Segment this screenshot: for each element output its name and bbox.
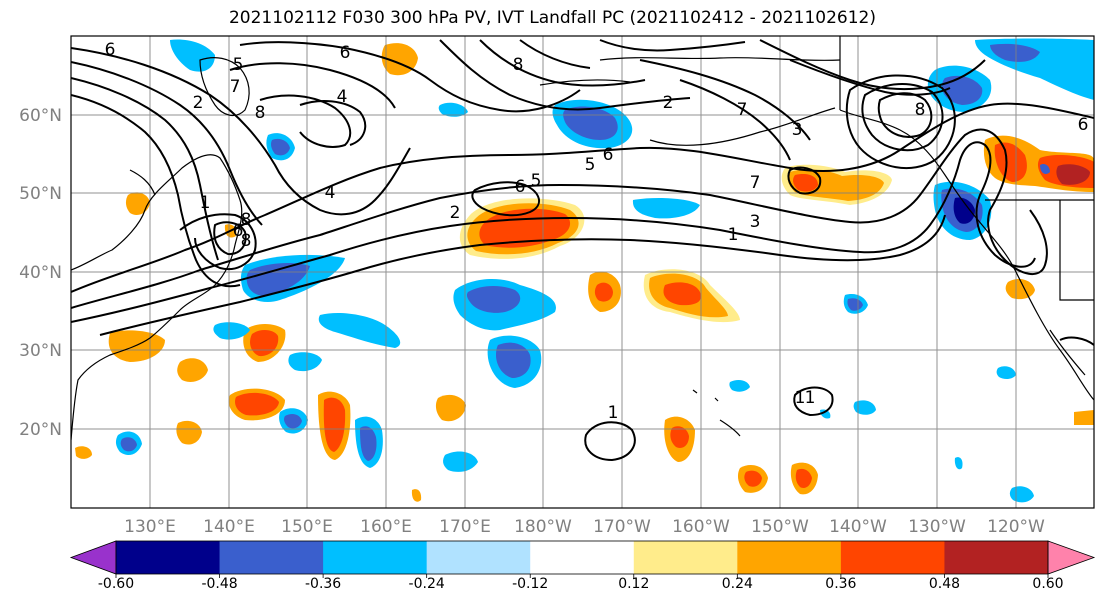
map-gridlines (71, 36, 1094, 508)
colorbar-tick-label: 0.24 (722, 576, 753, 592)
contour-label: 1 (795, 388, 806, 408)
colorbar-tick-label: -0.12 (512, 576, 548, 592)
colorbar-segment (840, 541, 945, 574)
colorbar-tick-label: 0.36 (825, 576, 856, 592)
contour-label: 1 (728, 225, 739, 245)
positive-anomaly-fill (75, 43, 1094, 502)
colorbar-extend-min (69, 540, 117, 575)
lat-label: 20°N (19, 420, 62, 440)
contour-label: 6 (105, 40, 116, 60)
colorbar-segment (323, 541, 428, 574)
lon-label: 170°E (439, 517, 491, 537)
contour-label: 1 (200, 193, 211, 213)
lon-label: 120°W (987, 517, 1045, 537)
contour-label: 1 (608, 403, 619, 423)
contour-label: 8 (915, 100, 926, 120)
contour-label: 3 (750, 212, 761, 232)
contour-label: 6 (515, 177, 526, 197)
colorbar-tick-labels: -0.60 -0.48 -0.36 -0.24 -0.12 0.12 0.24 0.36 0.4… (98, 574, 1064, 592)
contour-label: 2 (193, 93, 204, 113)
contour-label: 7 (750, 173, 761, 193)
coastlines (71, 36, 1094, 441)
lon-label: 130°W (908, 517, 966, 537)
contour-label: 7 (737, 100, 748, 120)
contour-label: 5 (531, 171, 542, 191)
contour-label: 3 (792, 120, 803, 140)
colorbar-tick-label: -0.48 (201, 576, 237, 592)
lon-label: 130°E (124, 517, 176, 537)
contour-label: 6 (233, 221, 244, 241)
contour-label: 8 (255, 103, 266, 123)
colorbar-segment (737, 541, 842, 574)
lon-label: 160°W (672, 517, 730, 537)
colorbar-tick-label: 0.12 (618, 576, 649, 592)
contour-label: 6 (603, 145, 614, 165)
contour-label: 8 (513, 55, 524, 75)
lon-label: 140°E (203, 517, 255, 537)
colorbar-segment (944, 541, 1049, 574)
contour-label: 8 (241, 210, 252, 230)
colorbar-segment (116, 541, 221, 574)
lon-label: 150°E (281, 517, 333, 537)
contour-label: 8 (241, 231, 252, 251)
lon-label: 180°W (514, 517, 572, 537)
colorbar-extend-max (1047, 540, 1096, 575)
colorbar-outline (115, 540, 1049, 575)
colorbar-tick-label: 0.48 (929, 576, 960, 592)
lon-label: 140°W (829, 517, 887, 537)
colorbar-tick-label: 0.60 (1032, 576, 1063, 592)
colorbar-segment (633, 541, 738, 574)
contour-label: 4 (337, 87, 348, 107)
contour-label: 5 (585, 155, 596, 175)
colorbar-tick-label: -0.36 (305, 576, 341, 592)
lon-label: 170°W (593, 517, 651, 537)
colorbar (69, 540, 1096, 575)
lat-label: 40°N (19, 263, 62, 283)
colorbar-segment (219, 541, 324, 574)
lat-label: 60°N (19, 106, 62, 126)
contour-label: 1 (805, 388, 816, 408)
lon-label: 160°E (360, 517, 412, 537)
contour-label: 2 (663, 93, 674, 113)
map-title: 2021102112 F030 300 hPa PV, IVT Landfall… (228, 8, 876, 28)
contour-label: 6 (1078, 115, 1089, 135)
colorbar-tick-label: -0.60 (98, 576, 134, 592)
map-plot-area (71, 36, 1094, 508)
pv-contours (71, 39, 1094, 462)
contour-label: 2 (450, 203, 461, 223)
colorbar-segment (426, 541, 531, 574)
lat-label: 50°N (19, 184, 62, 204)
colorbar-tick-label: -0.24 (409, 576, 445, 592)
contour-label: 6 (340, 43, 351, 63)
contour-label: 7 (230, 77, 241, 97)
latitude-labels: 60°N 50°N 40°N 30°N 20°N (19, 106, 62, 440)
colorbar-segment (530, 541, 635, 574)
map-frame (70, 35, 1095, 509)
contour-label: 5 (233, 55, 244, 75)
longitude-labels: 130°E 140°E 150°E 160°E 170°E 180°W 170°W 160°W… (124, 517, 1045, 537)
lon-label: 150°W (751, 517, 809, 537)
lat-label: 30°N (19, 341, 62, 361)
contour-label: 4 (325, 183, 336, 203)
